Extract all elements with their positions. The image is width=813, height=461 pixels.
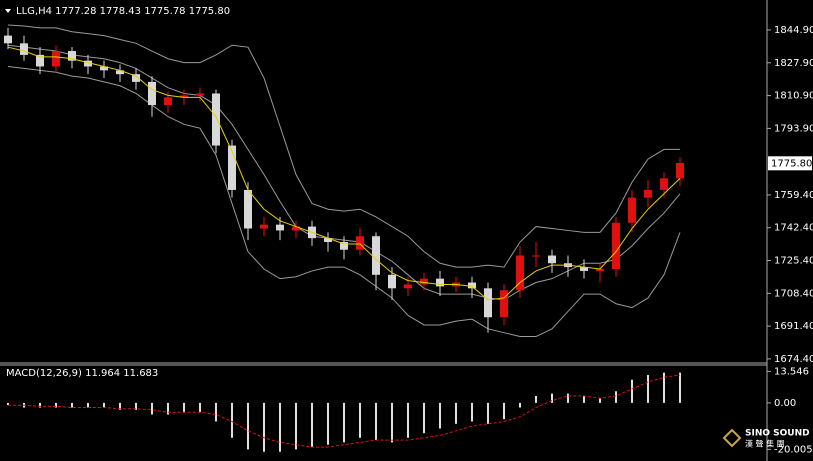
candle-body xyxy=(324,238,332,243)
candle-body xyxy=(228,145,236,190)
y-tick-label: 13.546 xyxy=(774,366,809,377)
candle-body xyxy=(628,197,636,223)
candle-body xyxy=(100,66,108,71)
candle-body xyxy=(372,236,380,275)
moving-average xyxy=(7,46,681,301)
price-label: 1775.80 xyxy=(771,158,812,169)
price-box xyxy=(768,156,812,171)
candle-body xyxy=(180,95,188,98)
y-tick-label: 1674.40 xyxy=(774,354,813,365)
candle-body xyxy=(644,189,652,198)
candle-body xyxy=(52,51,60,67)
y-tick-label: 1708.40 xyxy=(774,288,813,299)
candle-body xyxy=(4,35,12,44)
y-tick-label: 1810.90 xyxy=(774,91,813,102)
logo-icon xyxy=(722,428,742,448)
menu-arrow xyxy=(5,9,11,13)
candle-body xyxy=(116,70,124,75)
candle-body xyxy=(148,81,156,106)
y-tick-label: 0.00 xyxy=(774,398,796,409)
bollinger-band xyxy=(7,65,681,338)
y-tick-label: 1725.40 xyxy=(774,256,813,267)
candle-body xyxy=(660,178,668,190)
candle-body xyxy=(132,74,140,82)
candle-body xyxy=(20,43,28,55)
y-tick-label: 1742.40 xyxy=(774,223,813,234)
candle-body xyxy=(516,255,524,291)
y-tick-label: 1691.40 xyxy=(774,321,813,332)
candle-body xyxy=(484,288,492,318)
candle-body xyxy=(436,278,444,287)
candle-body xyxy=(292,226,300,231)
bollinger-band xyxy=(7,24,680,268)
candle-body xyxy=(676,162,684,179)
candle-body xyxy=(596,269,604,271)
y-tick-label: 1793.90 xyxy=(774,123,813,134)
candle-body xyxy=(532,255,540,257)
candle-body xyxy=(212,93,220,146)
candle-body xyxy=(84,60,92,67)
logo: SINO SOUND 漢 聲 集 團 xyxy=(722,428,810,449)
candle-body xyxy=(500,290,508,318)
candle-body xyxy=(340,242,348,250)
candle-body xyxy=(36,54,44,67)
logo-text: SINO SOUND xyxy=(745,429,810,439)
candle-body xyxy=(612,222,620,270)
macd-title: MACD(12,26,9) 11.964 11.683 xyxy=(6,368,158,379)
candle-body xyxy=(260,224,268,229)
candle-body xyxy=(580,267,588,271)
candle-body xyxy=(388,274,396,289)
y-tick-label: 1759.40 xyxy=(774,190,813,201)
candle-body xyxy=(276,224,284,231)
candle-body xyxy=(404,284,412,289)
chart-title: LLG,H4 1777.28 1778.43 1775.78 1775.80 xyxy=(16,6,230,17)
candle-body xyxy=(356,236,364,250)
y-tick-label: 1827.90 xyxy=(774,58,813,69)
candle-body xyxy=(548,255,556,264)
candle-body xyxy=(68,51,76,61)
candle-body xyxy=(468,282,476,289)
candle-body xyxy=(164,97,172,106)
logo-subtext: 漢 聲 集 團 xyxy=(745,439,785,449)
candle-body xyxy=(196,93,204,96)
y-tick-label: -20.005 xyxy=(774,444,813,455)
signal-line xyxy=(8,374,681,448)
candle-body xyxy=(244,189,252,229)
y-tick-label: 1844.90 xyxy=(774,25,813,36)
candle-body xyxy=(420,278,428,285)
